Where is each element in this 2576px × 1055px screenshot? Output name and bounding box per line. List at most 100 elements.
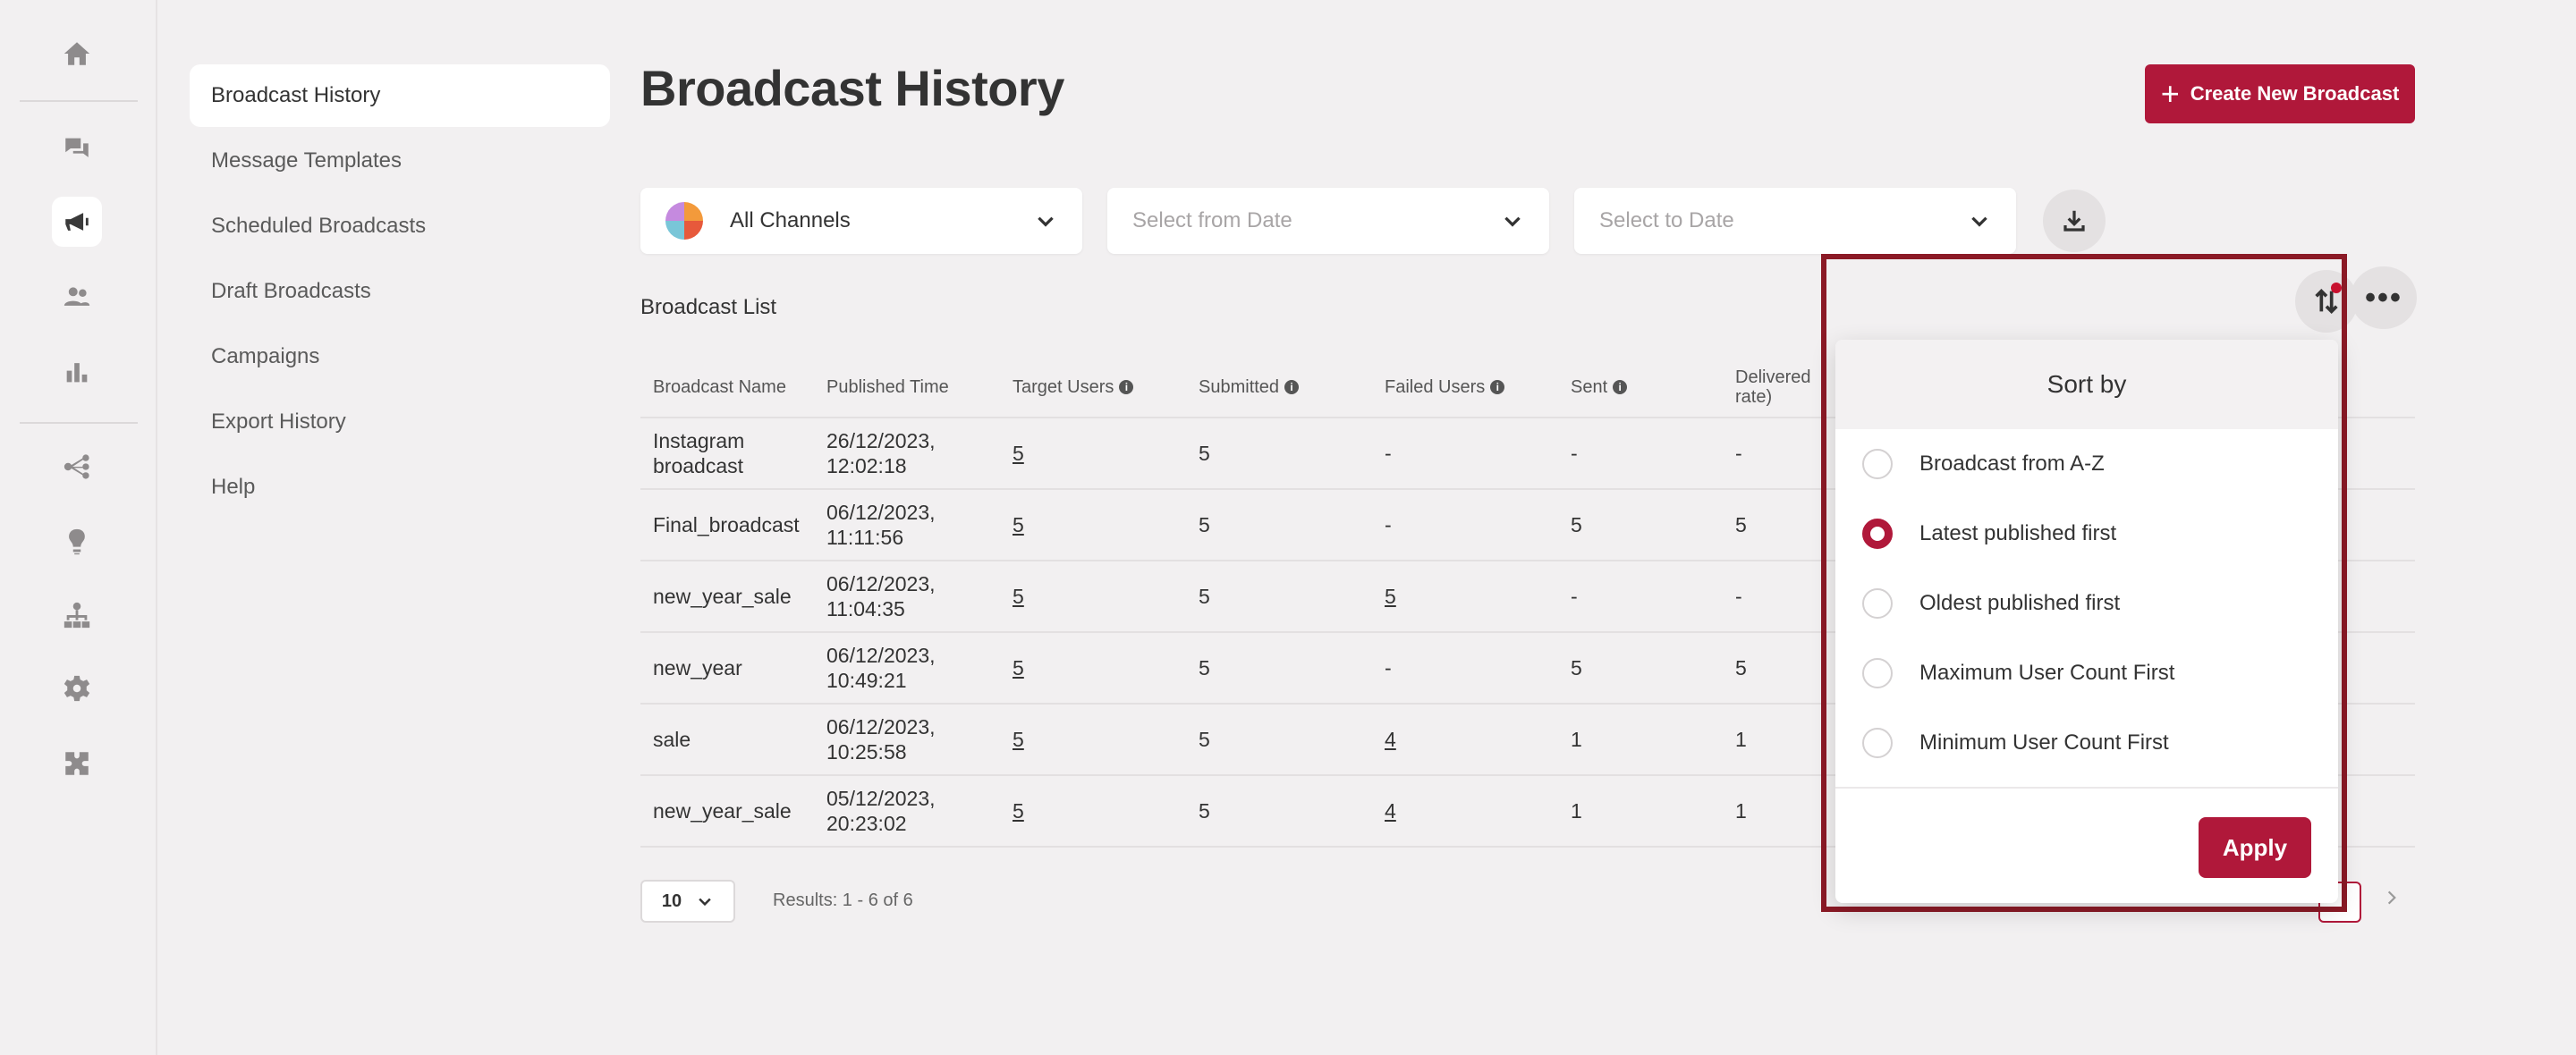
subnav-item-campaigns[interactable]: Campaigns [211,344,320,368]
column-broadcast-name[interactable]: Broadcast Name [653,376,786,397]
cell-delivered: 1 [1735,728,1747,751]
cell-broadcast-name-line: Final_broadcast [653,513,800,536]
cell-failed-users[interactable]: 4 [1385,799,1396,823]
sort-option-max-users[interactable]: Maximum User Count First [1835,638,2338,708]
rail-divider [20,100,138,102]
table-row[interactable]: Instagram broadcast 26/12/2023, 12:02:18 5 5-… [640,418,2415,490]
from-date-select[interactable]: Select from Date [1107,188,1549,254]
create-broadcast-label: Create New Broadcast [2190,82,2400,105]
column-delivered[interactable]: Delivered rate) [1735,367,1811,407]
cell-target-users[interactable]: 5 [1013,442,1024,465]
cell-target-users[interactable]: 5 [1013,513,1024,536]
radio-button[interactable] [1862,588,1893,619]
cell-published-time-line: 10:25:58 [826,740,907,764]
users-icon[interactable] [52,272,102,322]
column-submitted[interactable]: Submitted i [1199,377,1385,398]
sort-option-latest[interactable]: Latest published first [1835,499,2338,569]
table-row[interactable]: sale 06/12/2023, 10:25:58 5 5 4 1 1 [640,705,2415,776]
radio-button[interactable] [1862,728,1893,758]
bulb-icon[interactable] [52,517,102,567]
cell-broadcast-name-line: new_year_sale [653,585,792,608]
more-options-button[interactable]: ••• [2351,266,2417,329]
cell-broadcast-name: new_year [640,655,826,680]
cell-target-users[interactable]: 5 [1013,728,1024,751]
cell-failed-users: - [1385,442,1392,465]
cell-published-time-line: 11:04:35 [826,597,905,620]
cell-sent: 1 [1571,799,1582,823]
cell-published-time-line: 11:11:56 [826,526,904,549]
info-icon[interactable]: i [1613,380,1628,394]
download-button[interactable] [2043,190,2106,252]
broadcast-subnav: Broadcast History Message Templates Sche… [190,64,610,521]
apply-button[interactable]: Apply [2199,817,2311,878]
radio-button-checked[interactable] [1862,519,1893,549]
home-icon[interactable] [52,29,102,79]
sort-button[interactable] [2295,270,2358,333]
cell-published-time-line: 26/12/2023, [826,429,936,452]
chat-icon[interactable] [52,123,102,173]
sort-option-min-users[interactable]: Minimum User Count First [1835,708,2338,778]
cell-sent: 5 [1571,513,1582,536]
cell-published-time-line: 06/12/2023, [826,501,936,524]
radio-button[interactable] [1862,658,1893,688]
cell-published-time-line: 06/12/2023, [826,715,936,738]
cell-failed-users[interactable]: 5 [1385,585,1396,608]
subnav-item-help[interactable]: Help [211,475,256,499]
cell-target-users[interactable]: 5 [1013,656,1024,679]
cell-published-time-line: 06/12/2023, [826,644,936,667]
popover-divider [1835,787,2338,789]
column-sent[interactable]: Sent i [1571,377,1735,398]
cell-broadcast-name: Instagram broadcast [640,428,826,478]
subnav-item-message-templates[interactable]: Message Templates [211,148,402,173]
rail-divider [20,422,138,424]
channel-select[interactable]: All Channels [640,188,1082,254]
info-icon[interactable]: i [1490,380,1505,394]
cell-published-time-line: 06/12/2023, [826,572,936,595]
info-icon[interactable]: i [1119,380,1134,394]
create-broadcast-button[interactable]: + Create New Broadcast [2145,64,2415,123]
subnav-item-export-history[interactable]: Export History [211,409,346,434]
cell-failed-users[interactable]: 4 [1385,728,1396,751]
chart-icon[interactable] [52,347,102,397]
subnav-item-scheduled-broadcasts[interactable]: Scheduled Broadcasts [211,214,427,238]
page-size-select[interactable]: 10 [640,880,735,923]
cell-target-users[interactable]: 5 [1013,585,1024,608]
column-target-users[interactable]: Target Users i [1013,377,1199,398]
sort-active-dot [2331,283,2342,293]
table-row[interactable]: new_year 06/12/2023, 10:49:21 5 5-5 5 [640,633,2415,705]
table-row[interactable]: new_year_sale 06/12/2023, 11:04:35 5 5 5- - [640,561,2415,633]
table-row[interactable]: new_year_sale 05/12/2023, 20:23:02 5 5 4 1 1 [640,776,2415,848]
cell-broadcast-name-line: new_year_sale [653,799,792,823]
hierarchy-icon[interactable] [52,590,102,640]
to-date-select[interactable]: Select to Date [1574,188,2016,254]
column-failed-users[interactable]: Failed Users i [1385,377,1571,398]
sort-option-oldest[interactable]: Oldest published first [1835,569,2338,638]
sort-option-label: Broadcast from A-Z [1919,452,2105,476]
icon-rail [0,0,157,1055]
chevron-down-icon [1968,209,1991,232]
cell-target-users[interactable]: 5 [1013,799,1024,823]
flow-icon[interactable] [52,442,102,492]
subnav-item-broadcast-history[interactable]: Broadcast History [190,64,610,127]
subnav-item-draft-broadcasts[interactable]: Draft Broadcasts [211,279,371,303]
chevron-right-icon [2387,890,2396,905]
cell-submitted: 5 [1199,656,1210,679]
sort-option-label: Minimum User Count First [1919,730,2169,755]
sort-option-a-z[interactable]: Broadcast from A-Z [1835,429,2338,499]
puzzle-icon[interactable] [52,738,102,789]
page-title: Broadcast History [640,60,1064,116]
cell-broadcast-name-line: Instagram [653,429,745,452]
cell-submitted: 5 [1199,799,1210,823]
megaphone-icon[interactable] [52,197,102,247]
all-channels-icon [665,202,703,240]
cell-published-time: 06/12/2023, 10:49:21 [826,643,1013,693]
column-published-time[interactable]: Published Time [826,376,949,397]
next-page-button[interactable] [2383,887,2404,916]
cell-delivered: 1 [1735,799,1747,823]
radio-button[interactable] [1862,449,1893,479]
info-icon[interactable]: i [1284,380,1300,394]
broadcast-list-title: Broadcast List [640,295,777,319]
cell-broadcast-name: new_year_sale [640,798,826,823]
table-row[interactable]: Final_broadcast 06/12/2023, 11:11:56 5 5-5 5 [640,490,2415,561]
gear-icon[interactable] [52,663,102,713]
